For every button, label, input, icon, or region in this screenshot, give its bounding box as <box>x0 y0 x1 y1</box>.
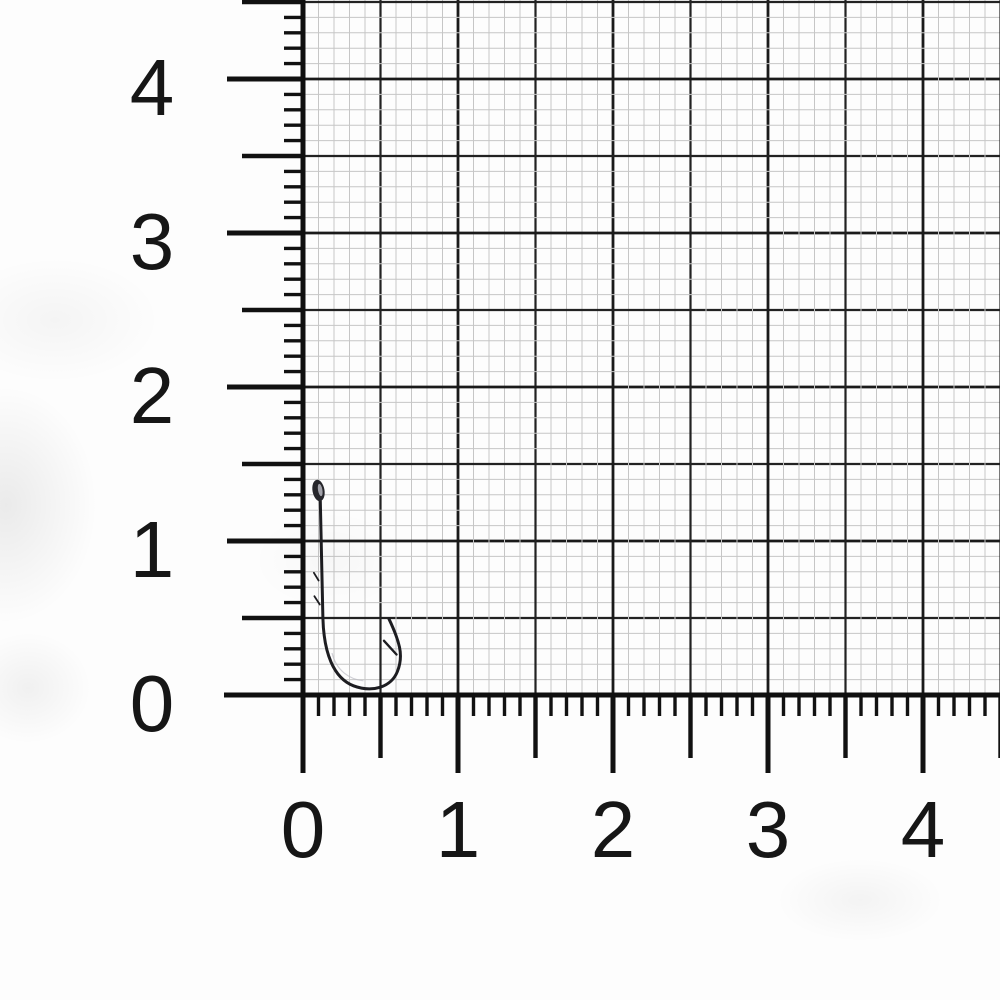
y-axis-label-0: 0 <box>129 659 175 748</box>
shank-slice-barb-1 <box>313 571 320 582</box>
x-axis-label-2: 2 <box>590 785 636 874</box>
ruler-ticks <box>227 0 1000 773</box>
graph-paper-grid <box>305 0 1000 693</box>
y-axis-label-4: 4 <box>129 43 175 132</box>
x-axis-label-0: 0 <box>280 785 326 874</box>
hook-shank-and-bend <box>318 499 402 691</box>
x-axis-label-4: 4 <box>900 785 946 874</box>
y-axis-label-1: 1 <box>129 505 175 594</box>
hook-bend-highlight <box>331 652 364 682</box>
hook-eye-highlight <box>317 483 323 497</box>
x-axis-label-3: 3 <box>745 785 791 874</box>
y-axis-label-3: 3 <box>129 197 175 286</box>
fishing-hook <box>312 479 402 691</box>
x-axis-label-1: 1 <box>435 785 481 874</box>
y-axis-label-2: 2 <box>129 351 175 440</box>
shank-slice-barb-2 <box>313 595 321 606</box>
hook-point-barb <box>382 639 398 656</box>
ruler-axes <box>224 0 1000 772</box>
